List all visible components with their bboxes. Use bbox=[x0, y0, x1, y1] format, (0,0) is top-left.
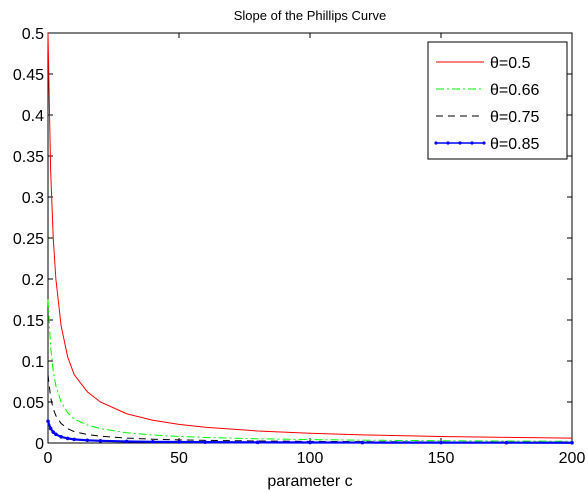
series-4-point bbox=[308, 440, 312, 445]
series-line-3 bbox=[47, 374, 573, 443]
series-4-point bbox=[360, 440, 365, 445]
x-tick-label: 200 bbox=[559, 450, 586, 467]
legend-marker bbox=[470, 141, 474, 145]
x-tick-label: 50 bbox=[170, 450, 188, 467]
legend-label-3: θ=0.75 bbox=[490, 109, 539, 126]
series-4-point bbox=[85, 438, 90, 443]
series-4-point bbox=[46, 419, 50, 424]
legend-marker bbox=[482, 141, 486, 145]
x-axis-label: parameter c bbox=[267, 473, 352, 490]
x-tick-label: 150 bbox=[428, 450, 455, 467]
series-4-point bbox=[48, 426, 53, 431]
legend-marker bbox=[446, 141, 450, 145]
series-4-point bbox=[54, 432, 58, 437]
axis-ticks: 0 50 100 150 200 0 0.05 0.1 0.15 0.2 0.25 0.3 0.35 0.… bbox=[13, 26, 586, 467]
y-tick-label: 0.45 bbox=[13, 67, 44, 84]
series-4-point bbox=[151, 439, 155, 444]
y-tick-label: 0.1 bbox=[22, 354, 44, 371]
y-tick-label: 0.5 bbox=[22, 26, 44, 43]
y-tick-label: 0.3 bbox=[22, 190, 44, 207]
x-tick-label: 0 bbox=[44, 450, 53, 467]
series-4-point bbox=[72, 437, 76, 442]
series-4-point bbox=[255, 440, 260, 445]
series-line-1 bbox=[47, 32, 573, 439]
legend-label-1: θ=0.5 bbox=[490, 55, 531, 72]
series-4-point bbox=[51, 430, 56, 434]
series-4-point bbox=[124, 439, 129, 444]
legend-marker bbox=[434, 141, 438, 145]
series-4-point bbox=[98, 439, 103, 443]
x-tick-label: 100 bbox=[297, 450, 324, 467]
y-tick-label: 0.25 bbox=[13, 231, 44, 248]
legend-marker bbox=[458, 141, 462, 145]
series-4-point bbox=[570, 440, 574, 445]
series-4-point bbox=[439, 440, 443, 445]
series-layer bbox=[46, 32, 574, 445]
legend: θ=0.5 θ=0.66 θ=0.75 θ=0.85 bbox=[427, 41, 568, 160]
series-4-point bbox=[59, 434, 63, 439]
series-line-2 bbox=[47, 299, 573, 442]
y-tick-label: 0 bbox=[35, 436, 44, 453]
y-tick-label: 0.4 bbox=[22, 108, 44, 125]
chart-title: Slope of the Phillips Curve bbox=[234, 8, 386, 23]
y-tick-label: 0.15 bbox=[13, 313, 44, 330]
series-4-point bbox=[177, 440, 181, 444]
legend-label-2: θ=0.66 bbox=[490, 82, 539, 99]
series-4-point bbox=[203, 440, 207, 444]
series-4-point bbox=[65, 436, 70, 441]
y-tick-label: 0.2 bbox=[22, 272, 44, 289]
y-tick-label: 0.35 bbox=[13, 149, 44, 166]
series-4-point bbox=[504, 440, 509, 445]
y-tick-label: 0.05 bbox=[13, 395, 44, 412]
legend-label-4: θ=0.85 bbox=[490, 136, 539, 153]
